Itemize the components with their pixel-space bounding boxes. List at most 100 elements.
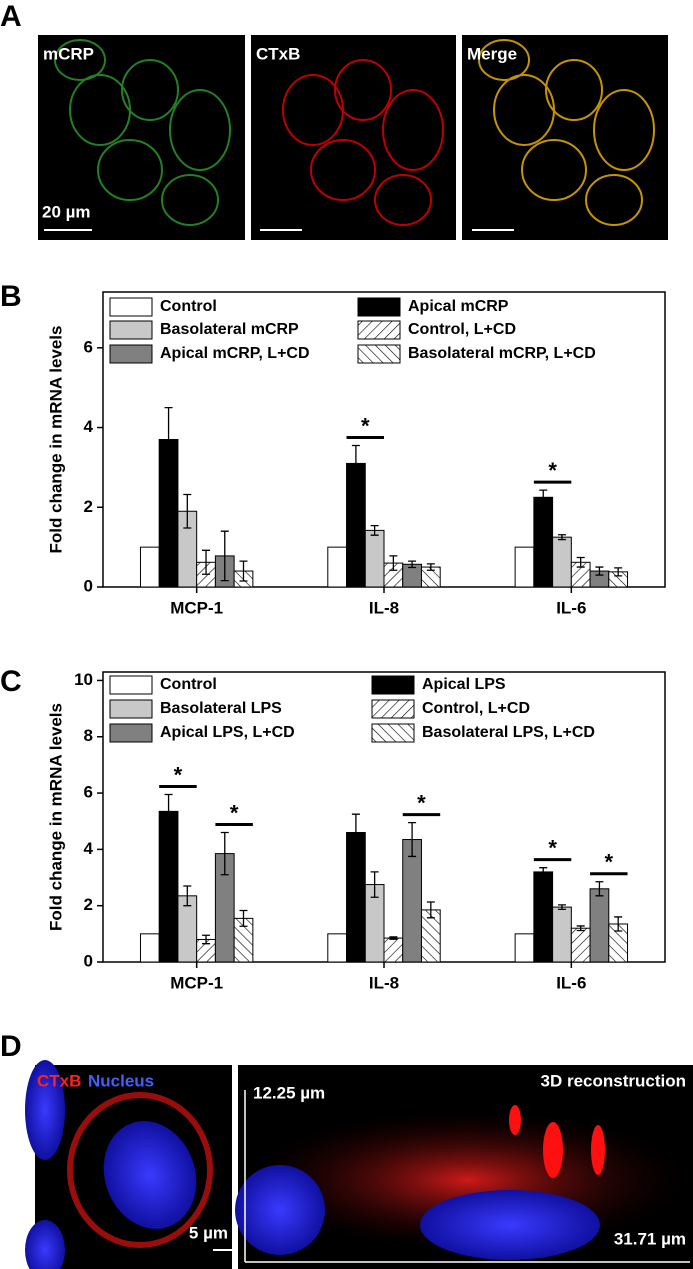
legend-swatch [109,699,153,719]
error-bar [351,813,360,852]
bar [402,839,422,963]
bar [364,529,385,588]
error-bar [614,916,623,932]
bar [327,933,348,963]
significance-label: * [605,850,614,875]
bar [383,937,404,963]
y-tick-label: 0 [84,951,93,970]
legend-label: Basolateral mCRP, L+CD [408,345,596,362]
error-bar [614,567,623,577]
error-bar [408,560,417,569]
legend-swatch [109,297,153,317]
significance-label: * [417,790,426,815]
y-tick-label: 2 [84,895,93,914]
legend-swatch [371,723,415,743]
error-bar [389,936,398,940]
significance-label: * [230,800,239,825]
legend-label: Apical mCRP [408,298,509,315]
image-label: CTxB [37,1071,81,1090]
bar [552,906,572,963]
image-label: CTxB [256,44,300,63]
error-bar [576,925,585,932]
error-bar [239,560,248,582]
significance-label: * [548,458,557,483]
error-bar [426,563,435,571]
legend-label: Control [160,676,217,693]
legend-label: Control [160,298,217,315]
error-bar [576,556,585,568]
image-label: Merge [467,44,517,63]
legend-swatch [371,675,415,695]
y-tick-label: 4 [84,417,94,436]
error-bar [220,831,229,876]
error-bar [426,901,435,919]
bar [589,888,610,963]
width-label: 31.71 µm [614,1229,686,1248]
legend-swatch [109,675,153,695]
scale-bar-label: 5 µm [189,1223,228,1242]
x-tick-label: MCP-1 [170,598,223,617]
y-axis-label: Fold change in mRNA levels [46,703,65,931]
y-tick-label: 6 [84,337,93,356]
bar [533,871,554,963]
error-bar [389,555,398,571]
error-bar [351,444,360,483]
bar [158,810,179,963]
micrograph-d [25,1060,693,1269]
x-tick-label: MCP-1 [170,973,223,992]
legend-label: Control, L+CD [408,321,516,338]
error-bar [557,534,566,541]
error-bar [164,793,173,829]
significance-label: * [174,762,183,787]
bar [552,536,572,588]
legend-label: Control, L+CD [422,700,530,717]
legend-swatch [109,723,153,743]
error-bar [595,881,604,897]
error-bar [408,821,417,858]
significance-label: * [548,835,557,860]
legend-label: Apical LPS, L+CD [160,724,295,741]
y-axis-label: Fold change in mRNA levels [46,326,65,554]
legend-label: Basolateral mCRP [160,321,299,338]
y-tick-label: 4 [84,839,94,858]
height-label: 12.25 µm [253,1083,325,1102]
error-bar [539,489,548,506]
error-bar [164,406,173,473]
panel-label: C [0,665,22,698]
error-bar [595,566,604,576]
error-bar [220,530,229,582]
bar [514,546,535,588]
charts: 0 2 4 6 Fold change in mRNA levels MCP-1 IL-8 I… [46,291,666,992]
bar [570,927,591,963]
image-label: mCRP [43,44,94,63]
error-bar [539,867,548,877]
x-tick-label: IL-6 [556,973,586,992]
error-bar [183,885,192,907]
bar [514,933,535,963]
legend-swatch [371,699,415,719]
y-tick-label: 2 [84,497,93,516]
legend-swatch [109,344,153,364]
legend-swatch [357,320,401,340]
legend-label: Apical mCRP, L+CD [160,345,310,362]
bar [139,933,160,963]
panel-label: D [0,1030,22,1063]
x-tick-label: IL-8 [369,973,399,992]
error-bar [239,909,248,927]
error-bar [202,549,211,575]
legend-swatch [357,344,401,364]
legend-label: Basolateral LPS, L+CD [422,724,595,741]
scale-bar-label: 20 µm [42,202,91,221]
significance-label: * [361,413,370,438]
error-bar [370,524,379,536]
error-bar [557,904,566,910]
error-bar [370,871,379,898]
legend-swatch [357,297,401,317]
error-bar [202,934,211,945]
image-title: 3D reconstruction [541,1071,686,1090]
error-bar [183,493,192,529]
y-tick-label: 8 [84,726,93,745]
legend-label: Basolateral LPS [160,700,282,717]
bar [327,546,348,588]
micrograph-a [38,35,668,240]
